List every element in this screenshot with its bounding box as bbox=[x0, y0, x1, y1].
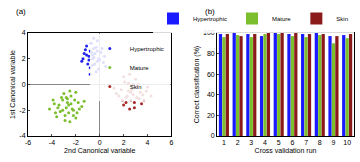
svg-text:0: 0 bbox=[211, 132, 215, 139]
svg-text:10: 10 bbox=[343, 139, 351, 146]
svg-text:Mature: Mature bbox=[130, 65, 149, 71]
svg-text:Hypertrophic: Hypertrophic bbox=[130, 46, 164, 52]
svg-text:1st Canonical variable: 1st Canonical variable bbox=[9, 50, 16, 119]
svg-text:(b): (b) bbox=[205, 7, 215, 16]
svg-text:Cross validation run: Cross validation run bbox=[255, 147, 317, 154]
svg-text:-2: -2 bbox=[19, 107, 25, 114]
svg-text:20: 20 bbox=[207, 112, 215, 119]
svg-text:Correct classification (%): Correct classification (%) bbox=[193, 46, 201, 123]
svg-text:4: 4 bbox=[146, 139, 150, 146]
svg-text:9: 9 bbox=[332, 139, 336, 146]
svg-text:3: 3 bbox=[249, 139, 253, 146]
svg-text:5: 5 bbox=[277, 139, 281, 146]
svg-text:0: 0 bbox=[98, 139, 102, 146]
svg-text:2: 2 bbox=[236, 139, 240, 146]
svg-text:40: 40 bbox=[207, 91, 215, 98]
svg-text:Skin: Skin bbox=[336, 16, 348, 22]
svg-text:60: 60 bbox=[207, 71, 215, 78]
svg-text:4: 4 bbox=[22, 29, 26, 36]
svg-text:8: 8 bbox=[318, 139, 322, 146]
svg-text:2nd Canonical variable: 2nd Canonical variable bbox=[64, 147, 135, 154]
svg-text:2: 2 bbox=[22, 55, 26, 62]
svg-text:-4: -4 bbox=[19, 132, 25, 139]
svg-text:-4: -4 bbox=[49, 139, 55, 146]
svg-text:-2: -2 bbox=[73, 139, 79, 146]
svg-text:80: 80 bbox=[207, 50, 215, 57]
svg-text:6: 6 bbox=[290, 139, 294, 146]
svg-text:4: 4 bbox=[263, 139, 267, 146]
svg-text:7: 7 bbox=[304, 139, 308, 146]
svg-text:6: 6 bbox=[169, 139, 173, 146]
svg-text:Mature: Mature bbox=[272, 16, 291, 22]
svg-text:2: 2 bbox=[122, 139, 126, 146]
svg-text:(a): (a) bbox=[16, 7, 26, 16]
svg-text:Hypertrophic: Hypertrophic bbox=[193, 16, 227, 22]
svg-text:0: 0 bbox=[22, 81, 26, 88]
svg-text:1: 1 bbox=[222, 139, 226, 146]
svg-text:Skin: Skin bbox=[130, 84, 142, 90]
svg-text:-6: -6 bbox=[25, 139, 31, 146]
